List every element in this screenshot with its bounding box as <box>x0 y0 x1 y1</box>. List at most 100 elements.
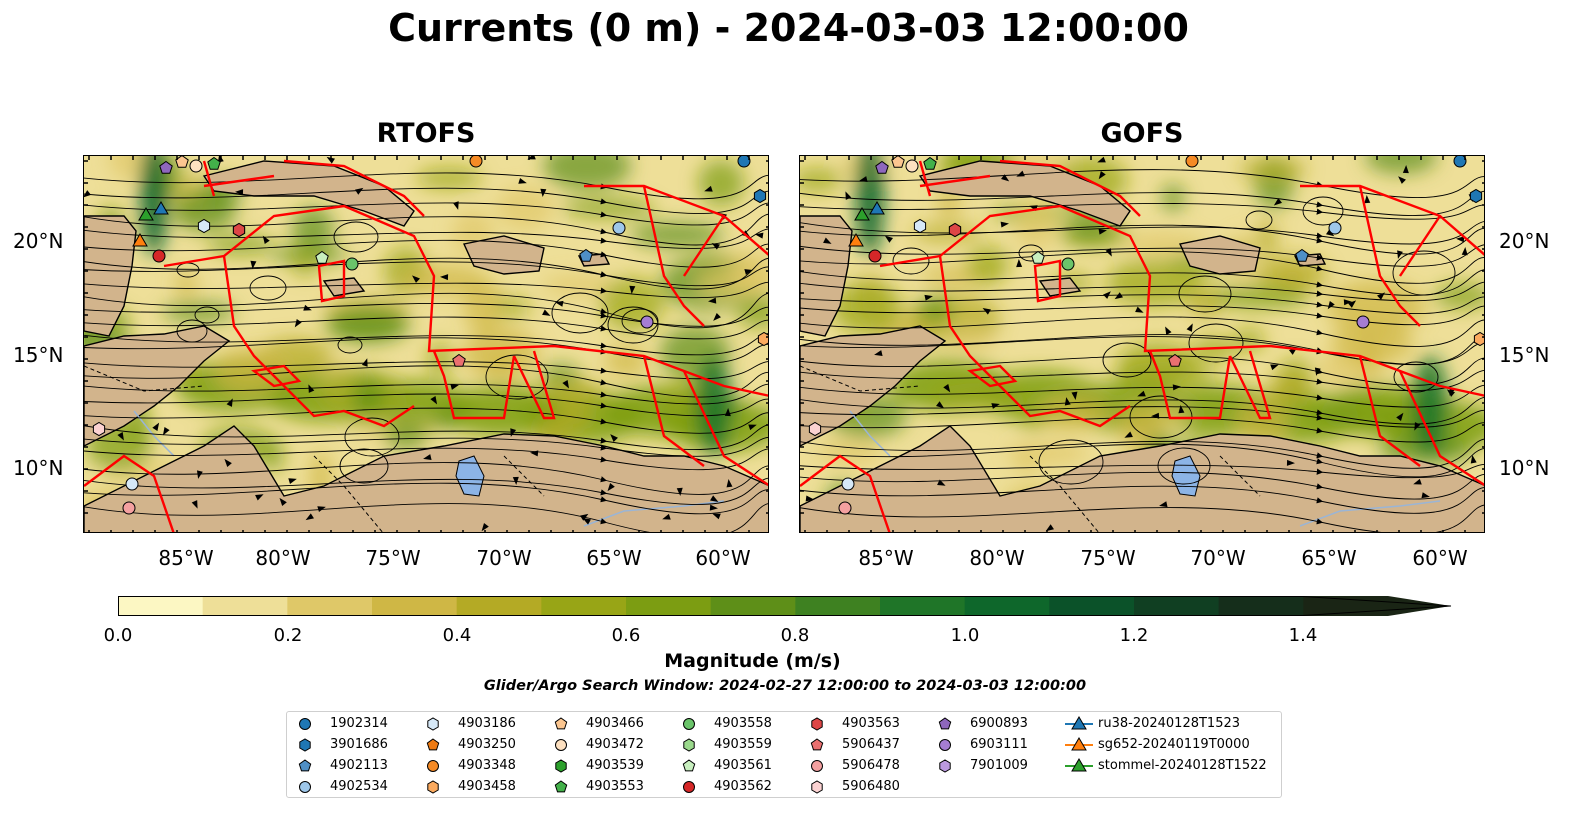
argo-float-marker <box>92 421 106 437</box>
argo-float-marker <box>1328 221 1342 235</box>
colorbar-tick-3: 0.6 <box>611 625 641 646</box>
colorbar-segment <box>795 596 881 616</box>
legend-label: 4903186 <box>458 716 516 731</box>
stream-lines <box>800 169 1484 532</box>
panel-title-gofs: GOFS <box>1100 118 1184 149</box>
colorbar-segment <box>1134 596 1220 616</box>
colorbar-segment <box>880 596 966 616</box>
colorbar-segment <box>1049 596 1135 616</box>
legend-label: 4903250 <box>458 737 516 752</box>
argo-float-marker <box>1473 331 1484 347</box>
lat-label-15n-left: 15°N <box>13 343 64 367</box>
legend-marker-icon <box>683 781 695 793</box>
legend-marker-icon <box>555 759 567 773</box>
lon-label-70w-right: 70°W <box>1190 546 1246 570</box>
legend-marker-icon <box>810 738 824 751</box>
lon-label-80w-left: 80°W <box>255 546 311 570</box>
float-markers <box>808 156 1484 515</box>
legend-label: stommel-20240128T1522 <box>1098 758 1267 773</box>
legend-label: 6900893 <box>970 716 1028 731</box>
colorbar-segment <box>202 596 288 616</box>
legend-label: 4903458 <box>458 779 516 794</box>
legend-marker-icon <box>554 780 568 793</box>
legend-label: 5906478 <box>842 758 900 773</box>
argo-float-marker <box>757 331 768 347</box>
colorbar <box>118 596 1453 616</box>
stream-arrows <box>805 156 1477 532</box>
colorbar-tick-6: 1.2 <box>1119 625 1149 646</box>
colorbar-tick-7: 1.4 <box>1288 625 1318 646</box>
legend-marker-icon <box>299 738 311 752</box>
lat-label-10n-left: 10°N <box>13 456 64 480</box>
argo-float-marker <box>452 353 466 367</box>
legend-label: 3901686 <box>330 737 388 752</box>
lon-label-60w-left: 60°W <box>695 546 751 570</box>
argo-float-marker <box>189 159 203 173</box>
argo-float-marker <box>207 156 221 170</box>
argo-float-marker <box>1469 188 1483 204</box>
glider-marker <box>854 207 870 221</box>
colorbar-tick-1: 0.2 <box>273 625 303 646</box>
colorbar-tick-4: 0.8 <box>780 625 810 646</box>
legend-label: 4903553 <box>586 779 644 794</box>
colorbar-segment <box>626 596 712 616</box>
argo-float-marker <box>1295 248 1309 262</box>
lon-label-75w-right: 75°W <box>1080 546 1136 570</box>
argo-float-marker <box>579 248 593 262</box>
argo-float-marker <box>232 222 246 238</box>
legend-label: 4903348 <box>458 758 516 773</box>
colorbar-label: Magnitude (m/s) <box>664 650 841 672</box>
lon-label-60w-right: 60°W <box>1412 546 1468 570</box>
legend-marker-icon <box>811 780 823 794</box>
float-markers <box>92 156 768 515</box>
argo-float-marker <box>1185 156 1199 168</box>
lat-label-10n-right: 10°N <box>1499 456 1550 480</box>
glider-marker <box>138 207 154 221</box>
legend-label: 4903559 <box>714 737 772 752</box>
colorbar-tick-2: 0.4 <box>442 625 472 646</box>
colorbar-segment <box>710 596 796 616</box>
argo-float-marker <box>875 160 889 174</box>
argo-float-marker <box>1168 353 1182 367</box>
legend-marker-icon <box>1065 758 1093 772</box>
argo-float-marker <box>948 222 962 238</box>
argo-float-marker <box>612 221 626 235</box>
search-window-text: Glider/Argo Search Window: 2024-02-27 12… <box>483 678 1087 694</box>
legend-marker-icon <box>682 759 696 772</box>
argo-float-marker <box>125 477 139 491</box>
colorbar-segment <box>1218 596 1304 616</box>
glider-marker <box>153 201 169 215</box>
argo-float-marker <box>159 160 173 174</box>
legend-label: 1902314 <box>330 716 388 731</box>
legend-label: 4903466 <box>586 716 644 731</box>
legend-marker-icon <box>1065 737 1093 751</box>
legend-label: 6903111 <box>970 737 1028 752</box>
legend-label: 4902113 <box>330 758 388 773</box>
legend-marker-icon <box>427 760 439 772</box>
colorbar-segment <box>964 596 1050 616</box>
map-rtofs[interactable] <box>83 155 769 533</box>
lon-label-70w-left: 70°W <box>476 546 532 570</box>
colorbar-tick-5: 1.0 <box>950 625 980 646</box>
legend-label: 5906480 <box>842 779 900 794</box>
lat-label-20n-right: 20°N <box>1499 229 1550 253</box>
glider-marker <box>132 233 148 247</box>
argo-float-marker <box>838 501 852 515</box>
argo-float-marker <box>345 257 359 271</box>
argo-float-marker <box>913 218 927 234</box>
legend-label: 4903539 <box>586 758 644 773</box>
legend-label: 4903472 <box>586 737 644 752</box>
legend-marker-icon <box>939 739 951 751</box>
glider-marker <box>848 233 864 247</box>
map-gofs[interactable] <box>799 155 1485 533</box>
argo-float-marker <box>1453 156 1467 168</box>
legend-label: sg652-20240119T0000 <box>1098 737 1250 752</box>
legend-label: 4903562 <box>714 779 772 794</box>
lat-label-20n-left: 20°N <box>13 229 64 253</box>
legend-marker-icon <box>427 780 439 794</box>
colorbar-segment <box>1303 596 1451 616</box>
panel-title-rtofs: RTOFS <box>376 118 476 149</box>
legend-label: 7901009 <box>970 758 1028 773</box>
colorbar-segment <box>287 596 373 616</box>
legend-marker-icon <box>555 739 567 751</box>
